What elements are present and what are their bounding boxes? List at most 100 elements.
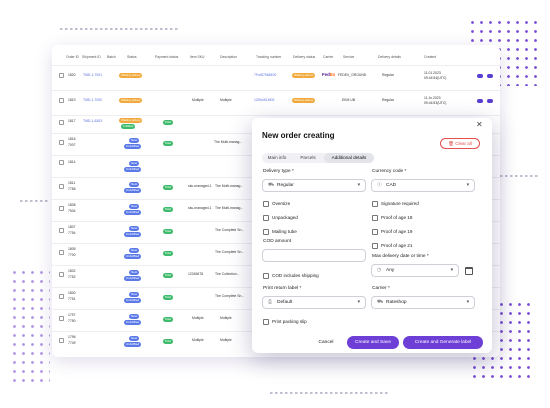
shipment-link[interactable]: TMD-1-7001 (83, 73, 103, 77)
oversize-checkbox[interactable] (263, 201, 269, 207)
order-id: 1807 (68, 225, 76, 229)
description: The Multi-manag... (214, 140, 243, 144)
chevron-down-icon: ▾ (357, 300, 360, 305)
max-delivery-select[interactable]: ◷ Any ▾ (371, 264, 459, 277)
column-header: Created (424, 55, 437, 59)
status-badge: New (129, 248, 140, 253)
order-number: 7007 (68, 143, 76, 147)
fulfillment-badge: Unfulfilled (124, 342, 142, 347)
currency-code-value: CAD (386, 183, 397, 188)
fulfillment-badge: Unfulfilled (124, 320, 142, 325)
row-checkbox[interactable] (59, 160, 64, 165)
tracking-link[interactable]: 1Z5h4S1M02 (254, 98, 275, 102)
tracking-link[interactable]: 7FntS7568100 (254, 73, 277, 77)
mailing-tube-label: Mailing tube (272, 229, 297, 234)
currency-code-select[interactable]: ⓢ CAD ▾ (371, 179, 475, 192)
payment-badge: Paid (163, 339, 174, 344)
calendar-icon[interactable] (465, 267, 473, 275)
proof-of-age-18-checkbox[interactable] (372, 215, 378, 221)
new-order-modal: New order creating ✕ 🗑︎ Clear all Main i… (252, 118, 492, 353)
row-checkbox[interactable] (59, 294, 64, 299)
unpackaged-label: Unpackaged (272, 215, 298, 220)
close-icon[interactable]: ✕ (476, 120, 483, 129)
row-checkbox[interactable] (59, 206, 64, 211)
cod-includes-shipping-label: COD includes shipping (272, 273, 319, 278)
decorative-dashes (20, 200, 50, 202)
max-delivery-label: Max delivery date or time * (372, 254, 429, 259)
item-sku: 12345678 (188, 272, 204, 276)
order-id: 1796 (68, 335, 76, 339)
order-id: 1811 (68, 181, 76, 185)
shipment-link[interactable]: TMD-1-7000 (83, 98, 103, 102)
tab-main-info[interactable]: Main info (267, 155, 287, 160)
clear-all-button[interactable]: 🗑︎ Clear all (440, 138, 480, 149)
order-number: 7751 (68, 297, 76, 301)
delivery-type-value: Regular (277, 183, 294, 188)
view-icon[interactable] (477, 99, 483, 103)
created-date: 11.Jn.2023 09:44:53(UTC) (424, 96, 447, 105)
fulfillment-badge: Fulfilled (121, 124, 136, 129)
decorative-dashes (500, 175, 540, 177)
cod-amount-input[interactable] (262, 249, 366, 262)
status-badge: New (129, 161, 140, 166)
print-return-label-select[interactable]: ⎙ Default ▾ (262, 296, 366, 309)
create-and-save-button[interactable]: Create and Save (347, 336, 399, 349)
fulfillment-badge: Unfulfilled (124, 210, 142, 215)
proof-of-age-21-checkbox[interactable] (372, 243, 378, 249)
dollar-icon: ⓢ (377, 183, 382, 188)
label-icon[interactable] (487, 74, 493, 78)
row-checkbox[interactable] (59, 184, 64, 189)
fedex-logo: FedEx (322, 72, 336, 77)
payment-badge: Paid (163, 273, 174, 278)
service: FEDEX_GROUND (338, 73, 367, 77)
modal-title: New order creating (262, 131, 335, 140)
payment-badge: Paid (163, 295, 174, 300)
cod-includes-shipping-checkbox[interactable] (263, 273, 269, 279)
tab-additional-details[interactable]: Additional details (324, 153, 374, 163)
chevron-down-icon: ▾ (450, 268, 453, 273)
clear-all-label: Clear all (455, 141, 472, 146)
column-header: Service (343, 55, 355, 59)
mailing-tube-checkbox[interactable] (263, 229, 269, 235)
delivery-details: Regular (382, 98, 394, 102)
tab-parcels[interactable]: Parcels (300, 155, 316, 160)
row-checkbox[interactable] (59, 228, 64, 233)
column-header: Delivery status (293, 55, 316, 59)
delivery-type-select[interactable]: ⛟ Regular ▾ (262, 179, 366, 192)
payment-badge: Paid (163, 141, 174, 146)
unpackaged-checkbox[interactable] (263, 215, 269, 221)
row-checkbox[interactable] (59, 316, 64, 321)
row-checkbox[interactable] (59, 120, 64, 125)
payment-badge: Paid (163, 120, 174, 125)
table-row[interactable]: 1820 TMD-1-7001 Waiting pickup 7FntS7568… (52, 65, 500, 90)
row-checkbox[interactable] (59, 250, 64, 255)
carrier-select[interactable]: ⛟ Rateshop ▾ (371, 296, 475, 309)
label-icon[interactable] (487, 99, 493, 103)
print-packing-slip-checkbox[interactable] (263, 319, 269, 325)
table-row[interactable]: 1819 TMD-1-7000 Waiting pickup Multiple … (52, 90, 500, 115)
description: Multiple (220, 338, 232, 342)
row-checkbox[interactable] (59, 98, 64, 103)
row-checkbox[interactable] (59, 73, 64, 78)
row-checkbox[interactable] (59, 338, 64, 343)
signature-required-checkbox[interactable] (372, 201, 378, 207)
service: EKM UB (342, 98, 355, 102)
item-sku: Multiple (192, 98, 204, 102)
row-checkbox[interactable] (59, 272, 64, 277)
payment-badge: Paid (163, 185, 174, 190)
item-sku: sku-managed-1 (188, 206, 212, 210)
order-id: 1814 (68, 160, 76, 164)
proof-of-age-19-label: Proof of age 19 (381, 229, 413, 234)
row-checkbox[interactable] (59, 140, 64, 145)
column-header: Payment status (155, 55, 179, 59)
item-sku: Multiple (192, 338, 204, 342)
carrier-label: Carrier * (372, 286, 390, 291)
truck-icon: ⛟ (268, 183, 275, 188)
view-icon[interactable] (477, 74, 483, 78)
proof-of-age-19-checkbox[interactable] (372, 229, 378, 235)
create-and-generate-label-button[interactable]: Create and Generate label (403, 336, 483, 349)
description: The Complete Sn... (215, 228, 245, 232)
cancel-button[interactable]: Cancel (318, 340, 334, 345)
fulfillment-badge: Unfulfilled (124, 276, 142, 281)
shipment-link[interactable]: TMD-1-6303 (83, 119, 103, 123)
